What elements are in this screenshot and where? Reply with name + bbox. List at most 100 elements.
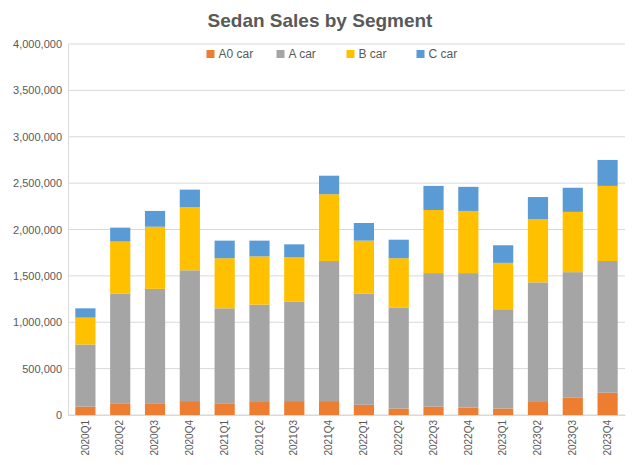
x-tick-label: 2021Q3 [288,420,299,456]
x-tick: 2021Q3 [288,415,299,456]
x-tick-label: 2022Q2 [393,420,404,456]
bar [528,197,548,219]
bar [319,194,339,261]
legend-item: B car [347,47,387,61]
bar [180,401,200,415]
grid-line [68,183,625,184]
legend-label: A0 car [219,47,254,61]
legend-label: A car [289,47,316,61]
bar [145,211,165,227]
grid-line [68,90,625,91]
x-tick-label: 2023Q2 [532,420,543,456]
x-tick-label: 2020Q1 [80,420,91,456]
legend-label: C car [429,47,458,61]
bar [319,401,339,415]
legend-label: B car [359,47,387,61]
bar [493,245,513,263]
y-tick-label: 1,500,000 [13,270,62,282]
x-axis-line [69,415,626,416]
y-tick: 3,500,000 [13,84,68,96]
bar [597,393,617,415]
bar [215,258,235,308]
bar [458,408,478,415]
bar [458,187,478,211]
bar [284,257,304,302]
legend: A0 car A car B car C car [207,47,458,61]
y-tick-label: 3,000,000 [13,131,62,143]
x-tick: 2023Q2 [532,415,543,456]
bar [319,176,339,195]
y-tick: 3,000,000 [13,131,68,143]
grid-line [68,44,625,45]
bar [110,242,130,294]
bar [389,258,409,307]
y-tick-label: 3,500,000 [13,84,62,96]
x-tick-label: 2023Q4 [602,420,613,456]
legend-item: C car [417,47,458,61]
bar [249,256,269,304]
bar [563,212,583,272]
bar [284,401,304,415]
bar [528,402,548,415]
legend-item: A car [277,47,316,61]
bar [110,228,130,242]
bar [180,270,200,401]
bar [563,397,583,415]
x-tick: 2021Q4 [323,415,334,456]
legend-swatch [207,50,215,58]
bar [458,273,478,407]
y-axis: 0500,0001,000,0001,500,0002,000,0002,500… [13,38,68,421]
x-tick: 2020Q2 [114,415,125,456]
bar [423,407,443,415]
y-tick: 4,000,000 [13,38,68,50]
y-tick: 1,500,000 [13,270,68,282]
x-tick-label: 2020Q3 [149,420,160,456]
y-tick: 1,000,000 [13,316,68,328]
x-axis: 2020Q12020Q22020Q32020Q42021Q12021Q22021… [69,415,626,456]
x-tick-label: 2023Q1 [497,420,508,456]
bar [423,186,443,210]
bars [75,160,617,415]
bar [597,261,617,393]
bar [423,273,443,407]
bar [180,207,200,270]
x-tick: 2022Q3 [428,415,439,456]
legend-item: A0 car [207,47,254,61]
y-tick: 2,000,000 [13,224,68,236]
bar [563,272,583,397]
grid-line [68,136,625,137]
series [75,160,617,318]
x-tick-label: 2022Q1 [358,420,369,456]
bar [493,309,513,408]
bar [389,240,409,259]
y-axis-line [68,45,69,416]
x-tick-label: 2023Q3 [567,420,578,456]
x-tick-label: 2021Q4 [323,420,334,456]
y-tick-label: 2,500,000 [13,177,62,189]
legend-swatch [417,50,425,58]
bar [597,186,617,261]
bar [528,219,548,282]
x-tick: 2020Q3 [149,415,160,456]
bar [493,263,513,309]
x-tick-label: 2021Q1 [219,420,230,456]
bar [354,223,374,241]
x-tick: 2023Q4 [602,415,613,456]
bar [215,308,235,404]
grid [68,44,625,415]
bar [354,405,374,415]
bar [354,293,374,404]
bar [249,305,269,402]
bar [180,190,200,208]
bar [563,188,583,212]
bar [215,404,235,415]
y-tick: 2,500,000 [13,177,68,189]
bar [493,409,513,415]
bar [110,404,130,415]
bar [75,345,95,407]
legend-swatch [347,50,355,58]
bar [319,261,339,401]
y-tick-label: 2,000,000 [13,224,62,236]
x-tick-label: 2021Q2 [254,420,265,456]
bar [284,302,304,401]
